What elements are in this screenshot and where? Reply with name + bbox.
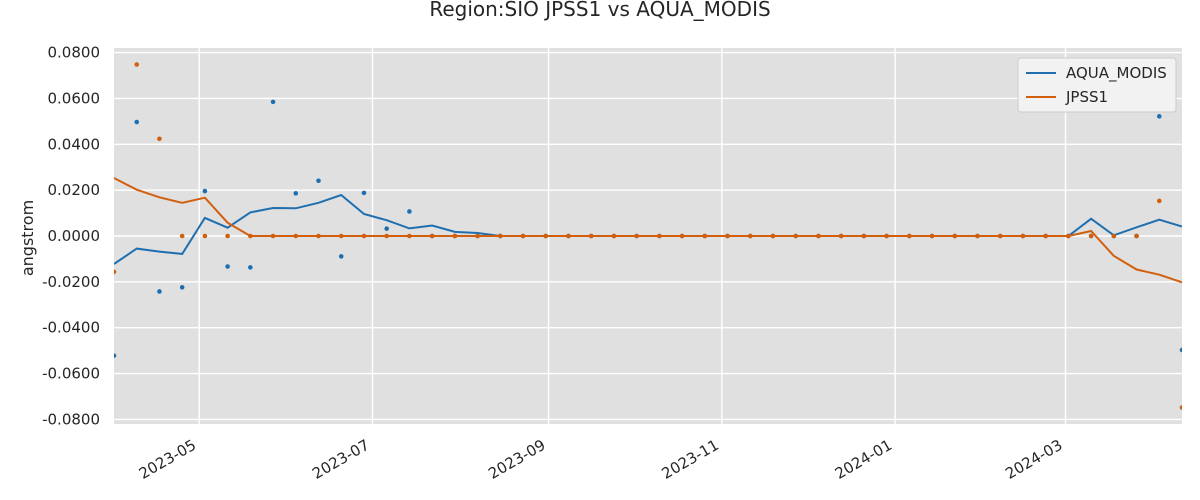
jpss1-point <box>702 233 708 239</box>
aqua-modis-point <box>202 188 208 194</box>
jpss1-point <box>407 233 412 239</box>
jpss1-point <box>225 233 230 239</box>
aqua-modis-point <box>293 191 299 196</box>
jpss1-point <box>588 233 594 239</box>
jpss1-point <box>293 233 299 239</box>
legend: AQUA_MODIS JPSS1 <box>1017 57 1177 113</box>
aqua-modis-point <box>134 119 140 125</box>
jpss1-point <box>861 233 867 239</box>
aqua-modis-point <box>1179 347 1182 353</box>
jpss1-point <box>1111 233 1117 239</box>
jpss1-point <box>134 62 140 67</box>
aqua-modis-point <box>157 289 162 294</box>
jpss1-line <box>114 177 1182 284</box>
jpss1-point <box>114 269 117 275</box>
x-tick-label: 2023-07 <box>309 436 372 483</box>
jpss1-point <box>816 233 821 239</box>
legend-label-aqua-modis: AQUA_MODIS <box>1066 64 1167 83</box>
y-tick-label: 0.0400 <box>48 135 101 153</box>
jpss1-point <box>1088 233 1094 239</box>
jpss1-point <box>202 233 208 239</box>
jpss1-point <box>747 233 753 239</box>
y-axis-label: angstrom <box>18 200 37 276</box>
jpss1-point <box>929 233 935 239</box>
jpss1-point <box>179 233 185 239</box>
jpss1-point <box>1066 233 1071 239</box>
x-tick-label: 2023-11 <box>659 436 722 483</box>
aqua-modis-point <box>338 254 344 259</box>
aqua-modis-point <box>384 226 389 231</box>
x-tick-label: 2023-09 <box>485 436 548 483</box>
y-tick-label: -0.0600 <box>42 365 100 383</box>
jpss1-point <box>1156 198 1162 204</box>
chart-title: Region:SIO JPSS1 vs AQUA_MODIS <box>429 0 770 21</box>
jpss1-point <box>634 233 639 239</box>
aqua-modis-point <box>270 99 276 105</box>
jpss1-point <box>316 233 321 239</box>
aqua-modis-point <box>114 353 117 358</box>
legend-box <box>1017 57 1177 113</box>
aqua-modis-point <box>407 209 412 214</box>
aqua-modis-point <box>179 285 185 290</box>
x-tick-label: 2024-01 <box>832 436 895 483</box>
jpss1-point <box>793 233 799 239</box>
aqua-modis-point <box>225 264 230 269</box>
y-tick-label: -0.0800 <box>42 410 100 428</box>
jpss1-point <box>679 233 685 239</box>
jpss1-point <box>338 233 344 239</box>
jpss1-point <box>497 233 503 239</box>
jpss1-point <box>884 233 889 239</box>
jpss1-point <box>657 233 662 239</box>
x-tick-label: 2024-03 <box>1002 436 1065 483</box>
jpss1-point <box>952 233 958 239</box>
jpss1-point <box>997 233 1003 239</box>
jpss1-point <box>520 233 526 239</box>
aqua-modis-point <box>248 265 253 270</box>
jpss1-point <box>975 233 980 239</box>
jpss1-point <box>907 233 912 239</box>
jpss1-point <box>429 233 435 239</box>
y-tick-label: -0.0400 <box>42 319 100 337</box>
jpss1-point <box>725 233 730 239</box>
y-tick-label: 0.0600 <box>48 89 101 107</box>
jpss1-point <box>566 233 571 239</box>
y-tick-label: 0.0000 <box>48 227 101 245</box>
jpss1-point <box>452 233 458 239</box>
y-tick-label: 0.0200 <box>48 181 101 199</box>
y-tick-label: -0.0200 <box>42 273 100 291</box>
jpss1-point <box>475 233 480 239</box>
aqua-modis-point <box>361 190 367 196</box>
jpss1-point <box>838 233 844 239</box>
jpss1-point <box>611 233 617 239</box>
x-tick-label: 2023-05 <box>136 436 199 483</box>
jpss1-point <box>1043 233 1048 239</box>
jpss1-point <box>270 233 276 239</box>
jpss1-point <box>248 233 253 239</box>
jpss1-point <box>157 136 162 142</box>
legend-label-jpss1: JPSS1 <box>1065 88 1108 106</box>
jpss1-point <box>384 233 389 239</box>
jpss1-point <box>770 233 776 239</box>
aqua-modis-point <box>1156 114 1162 119</box>
aqua-modis-point <box>316 178 321 184</box>
jpss1-point <box>1134 233 1139 239</box>
jpss1-point <box>361 233 367 239</box>
jpss1-point <box>543 233 549 239</box>
jpss1-point <box>1020 233 1026 239</box>
y-tick-label: 0.0800 <box>48 44 101 62</box>
jpss1-point <box>1179 405 1182 410</box>
